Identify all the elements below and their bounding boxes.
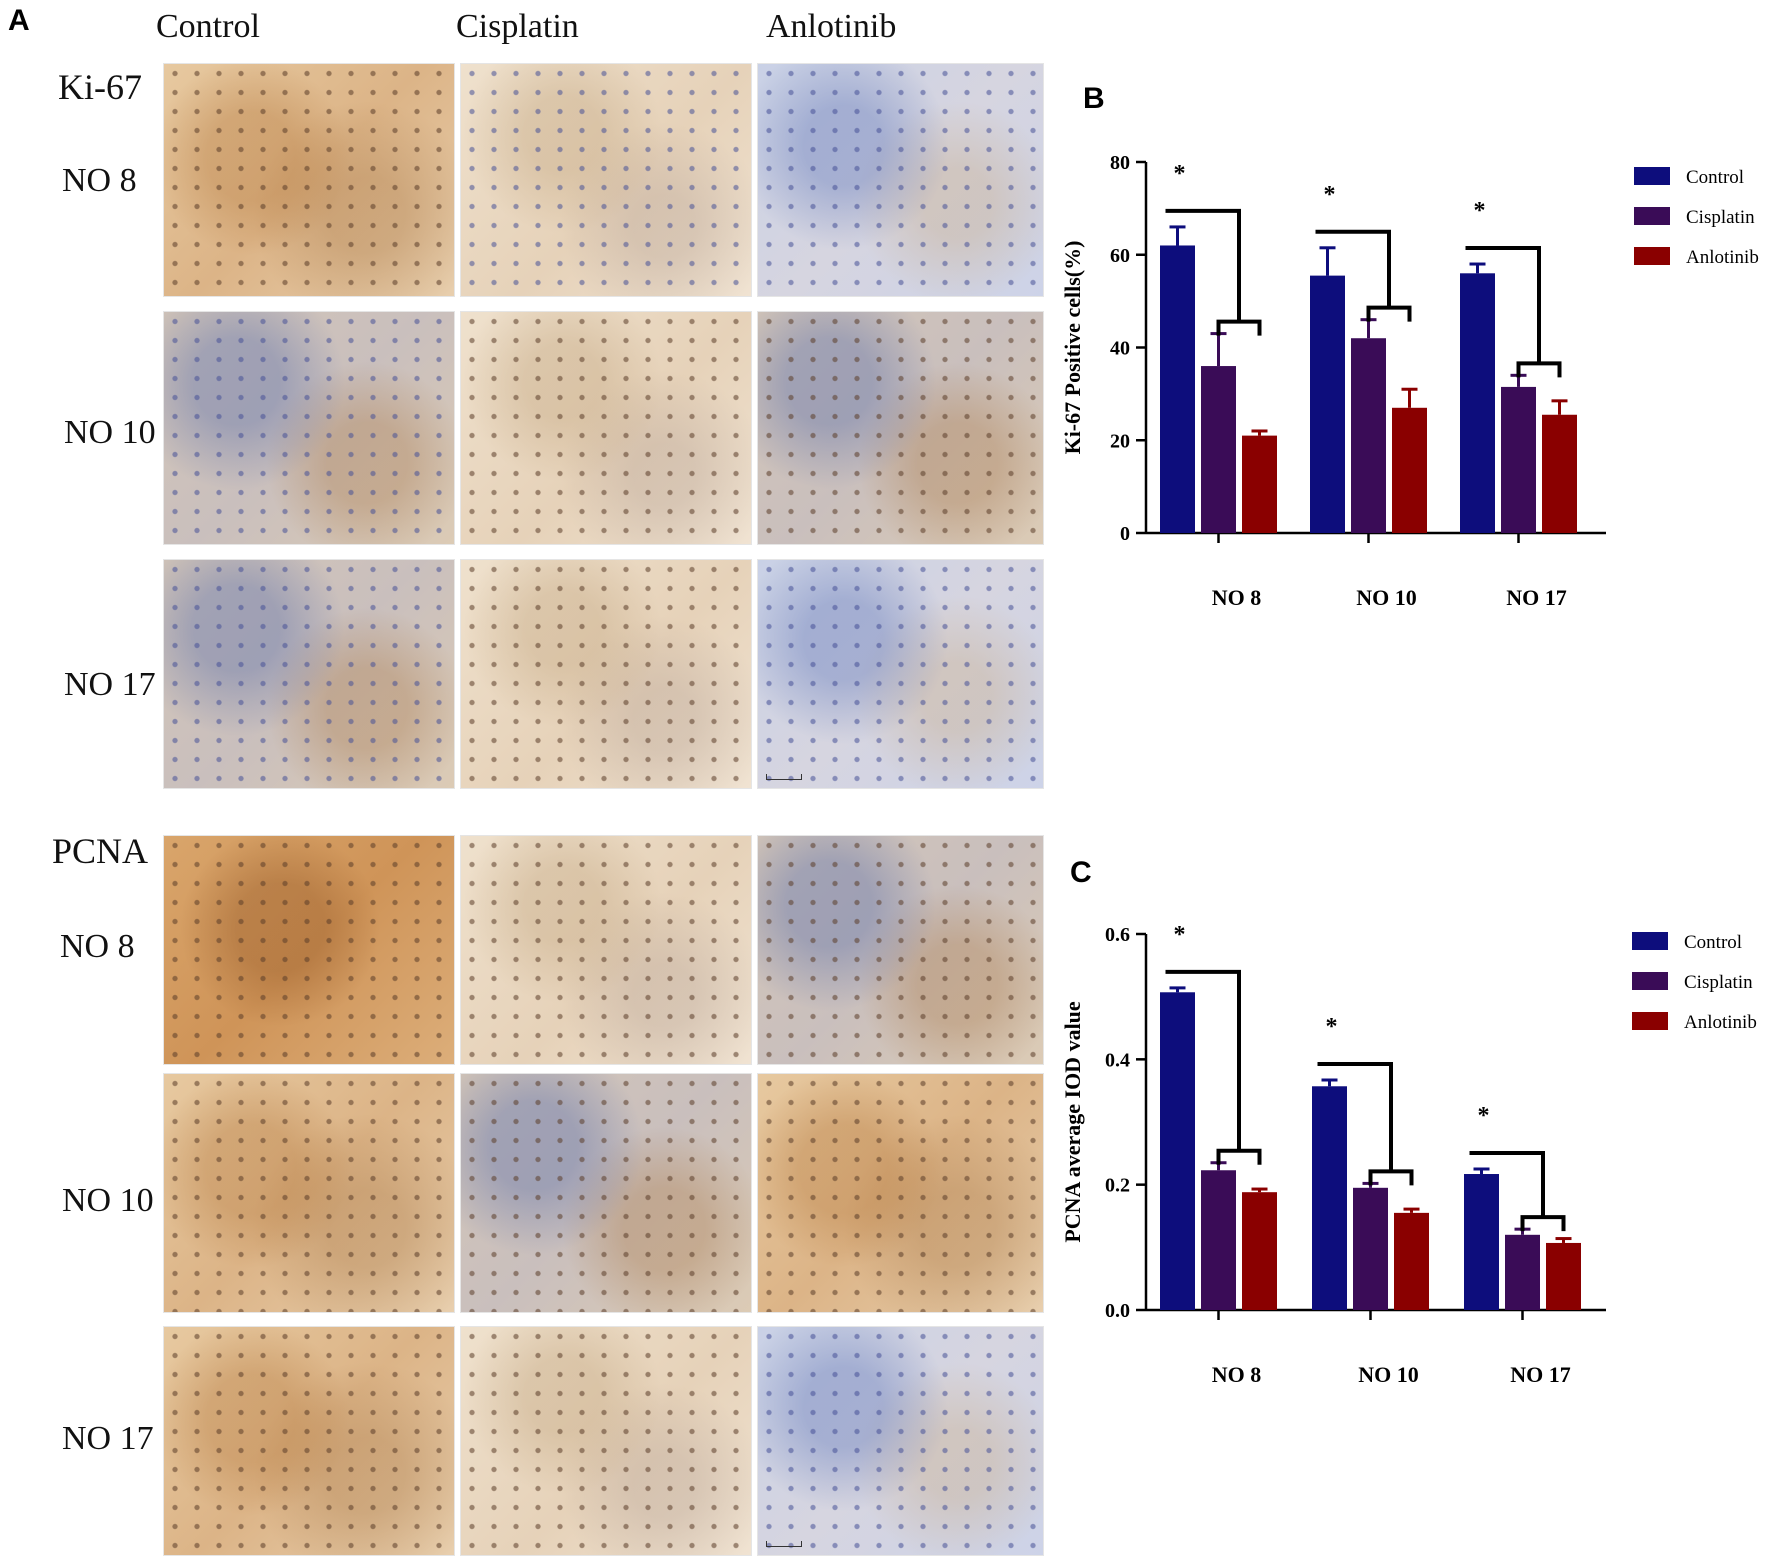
micrograph-pcna-cisplatin-no10 — [460, 1073, 752, 1313]
micrograph-ki67-anlotinib-no10 — [757, 311, 1044, 545]
micrograph-ki67-cisplatin-no8 — [460, 63, 752, 297]
column-header-anlotinib: Anlotinib — [766, 8, 897, 45]
micrograph-pcna-control-no17 — [163, 1326, 455, 1556]
ki67-bar-control — [1310, 275, 1345, 533]
ki67-y-tick-label: 40 — [1110, 338, 1130, 360]
pcna-significance-bracket-low — [1520, 1215, 1566, 1232]
panel-b-letter: B — [1083, 82, 1105, 115]
ki67-significance-star: * — [1474, 198, 1486, 224]
ki67-significance-bracket-high — [1315, 229, 1391, 308]
pcna-bar-cisplatin — [1201, 1170, 1236, 1310]
pcna-row-label-no10: NO 10 — [62, 1182, 154, 1219]
micrograph-pcna-cisplatin-no8 — [460, 835, 752, 1065]
ki67-bar-cisplatin — [1501, 386, 1536, 533]
ki67-significance-bracket-low — [1516, 361, 1562, 378]
pcna-legend-label-cisplatin: Cisplatin — [1684, 972, 1753, 993]
micrograph-pcna-cisplatin-no17 — [460, 1326, 752, 1556]
ki67-significance-bracket-high — [1465, 246, 1541, 364]
micrograph-pcna-control-no10 — [163, 1073, 455, 1313]
ki67-x-tick-label: NO 8 — [1212, 585, 1262, 610]
pcna-marker-label: PCNA — [52, 831, 149, 871]
micrograph-ki67-control-no8 — [163, 63, 455, 297]
ki67-legend-swatch-control — [1634, 167, 1670, 185]
pcna-bar-control — [1160, 992, 1195, 1310]
ki67-y-tick-label: 60 — [1110, 245, 1130, 267]
pcna-significance-star: * — [1174, 922, 1186, 948]
micrograph-pcna-control-no8 — [163, 835, 455, 1065]
ki67-bar-anlotinib — [1242, 435, 1277, 533]
pcna-bar-control — [1464, 1174, 1499, 1310]
pcna-bar-anlotinib — [1242, 1192, 1277, 1310]
ki67-row-label-no8: NO 8 — [62, 162, 137, 199]
pcna-significance-bracket-high — [1317, 1062, 1393, 1172]
pcna-significance-star: * — [1326, 1014, 1338, 1040]
ki67-legend-swatch-cisplatin — [1634, 207, 1670, 225]
scale-bar — [766, 774, 802, 780]
ki67-row-label-no17: NO 17 — [64, 666, 156, 703]
ki67-bar-control — [1460, 273, 1495, 533]
ki67-legend-label-control: Control — [1686, 167, 1744, 188]
ki67-marker-label: Ki-67 — [58, 67, 142, 107]
pcna-y-tick-label: 0.4 — [1105, 1049, 1130, 1071]
pcna-bar-cisplatin — [1353, 1187, 1388, 1310]
pcna-significance-bracket-high — [1469, 1151, 1545, 1218]
ki67-legend-label-cisplatin: Cisplatin — [1686, 207, 1755, 228]
pcna-x-tick-label: NO 17 — [1510, 1362, 1571, 1387]
pcna-row-label-no17: NO 17 — [62, 1420, 154, 1457]
pcna-significance-bracket-high — [1165, 969, 1241, 1151]
ki67-bar-anlotinib — [1542, 414, 1577, 533]
pcna-y-tick-label: 0.0 — [1105, 1300, 1130, 1322]
pcna-bar-cisplatin — [1505, 1234, 1540, 1310]
pcna-legend-swatch-anlotinib — [1632, 1012, 1668, 1030]
ki67-significance-star: * — [1324, 182, 1336, 208]
micrograph-ki67-control-no10 — [163, 311, 455, 545]
ki67-bar-chart: 0 20 40 60 80 Ki-67 Positive cells(%) NO 8 * NO … — [1060, 152, 1759, 610]
ki67-bar-control — [1160, 245, 1195, 533]
micrograph-ki67-control-no17 — [163, 559, 455, 789]
ki67-legend-swatch-anlotinib — [1634, 247, 1670, 265]
ki67-x-tick-label: NO 17 — [1506, 585, 1567, 610]
pcna-legend-swatch-control — [1632, 932, 1668, 950]
pcna-significance-star: * — [1478, 1103, 1490, 1129]
column-header-control: Control — [156, 8, 260, 45]
pcna-x-tick-label: NO 10 — [1358, 1362, 1419, 1387]
micrograph-ki67-anlotinib-no8 — [757, 63, 1044, 297]
micrograph-ki67-anlotinib-no17 — [757, 559, 1044, 789]
micrograph-pcna-anlotinib-no17 — [757, 1326, 1044, 1556]
ki67-significance-bracket-high — [1165, 208, 1241, 322]
panel-a-letter: A — [8, 4, 30, 37]
pcna-legend-label-control: Control — [1684, 932, 1742, 953]
pcna-bar-anlotinib — [1546, 1242, 1581, 1310]
pcna-legend-label-anlotinib: Anlotinib — [1684, 1012, 1757, 1033]
pcna-y-axis-label: PCNA average IOD value — [1060, 1001, 1085, 1243]
micrograph-pcna-anlotinib-no10 — [757, 1073, 1044, 1313]
ki67-x-tick-label: NO 10 — [1356, 585, 1417, 610]
ki67-y-tick-label: 80 — [1110, 152, 1130, 174]
micrograph-pcna-anlotinib-no8 — [757, 835, 1044, 1065]
pcna-bar-anlotinib — [1394, 1212, 1429, 1310]
ki67-y-axis-label: Ki-67 Positive cells(%) — [1060, 241, 1085, 455]
pcna-bar-chart: 0.0 0.2 0.4 0.6 PCNA average IOD value NO 8 * N… — [1060, 922, 1757, 1387]
pcna-bar-control — [1312, 1086, 1347, 1310]
ki67-significance-star: * — [1174, 161, 1186, 187]
pcna-legend-swatch-cisplatin — [1632, 972, 1668, 990]
pcna-x-tick-label: NO 8 — [1212, 1362, 1262, 1387]
ki67-y-tick-label: 20 — [1110, 430, 1130, 452]
ki67-bar-anlotinib — [1392, 407, 1427, 533]
ki67-bar-cisplatin — [1201, 366, 1236, 533]
column-header-cisplatin: Cisplatin — [456, 8, 579, 45]
ki67-row-label-no10: NO 10 — [64, 414, 156, 451]
ki67-legend-label-anlotinib: Anlotinib — [1686, 247, 1759, 268]
pcna-row-label-no8: NO 8 — [60, 928, 135, 965]
micrograph-ki67-cisplatin-no17 — [460, 559, 752, 789]
ki67-bar-cisplatin — [1351, 338, 1386, 533]
pcna-y-tick-label: 0.2 — [1105, 1175, 1130, 1197]
micrograph-ki67-cisplatin-no10 — [460, 311, 752, 545]
ki67-y-tick-label: 0 — [1120, 523, 1130, 545]
scale-bar — [766, 1541, 802, 1547]
pcna-y-tick-label: 0.6 — [1105, 924, 1130, 946]
panel-c-letter: C — [1070, 856, 1092, 889]
